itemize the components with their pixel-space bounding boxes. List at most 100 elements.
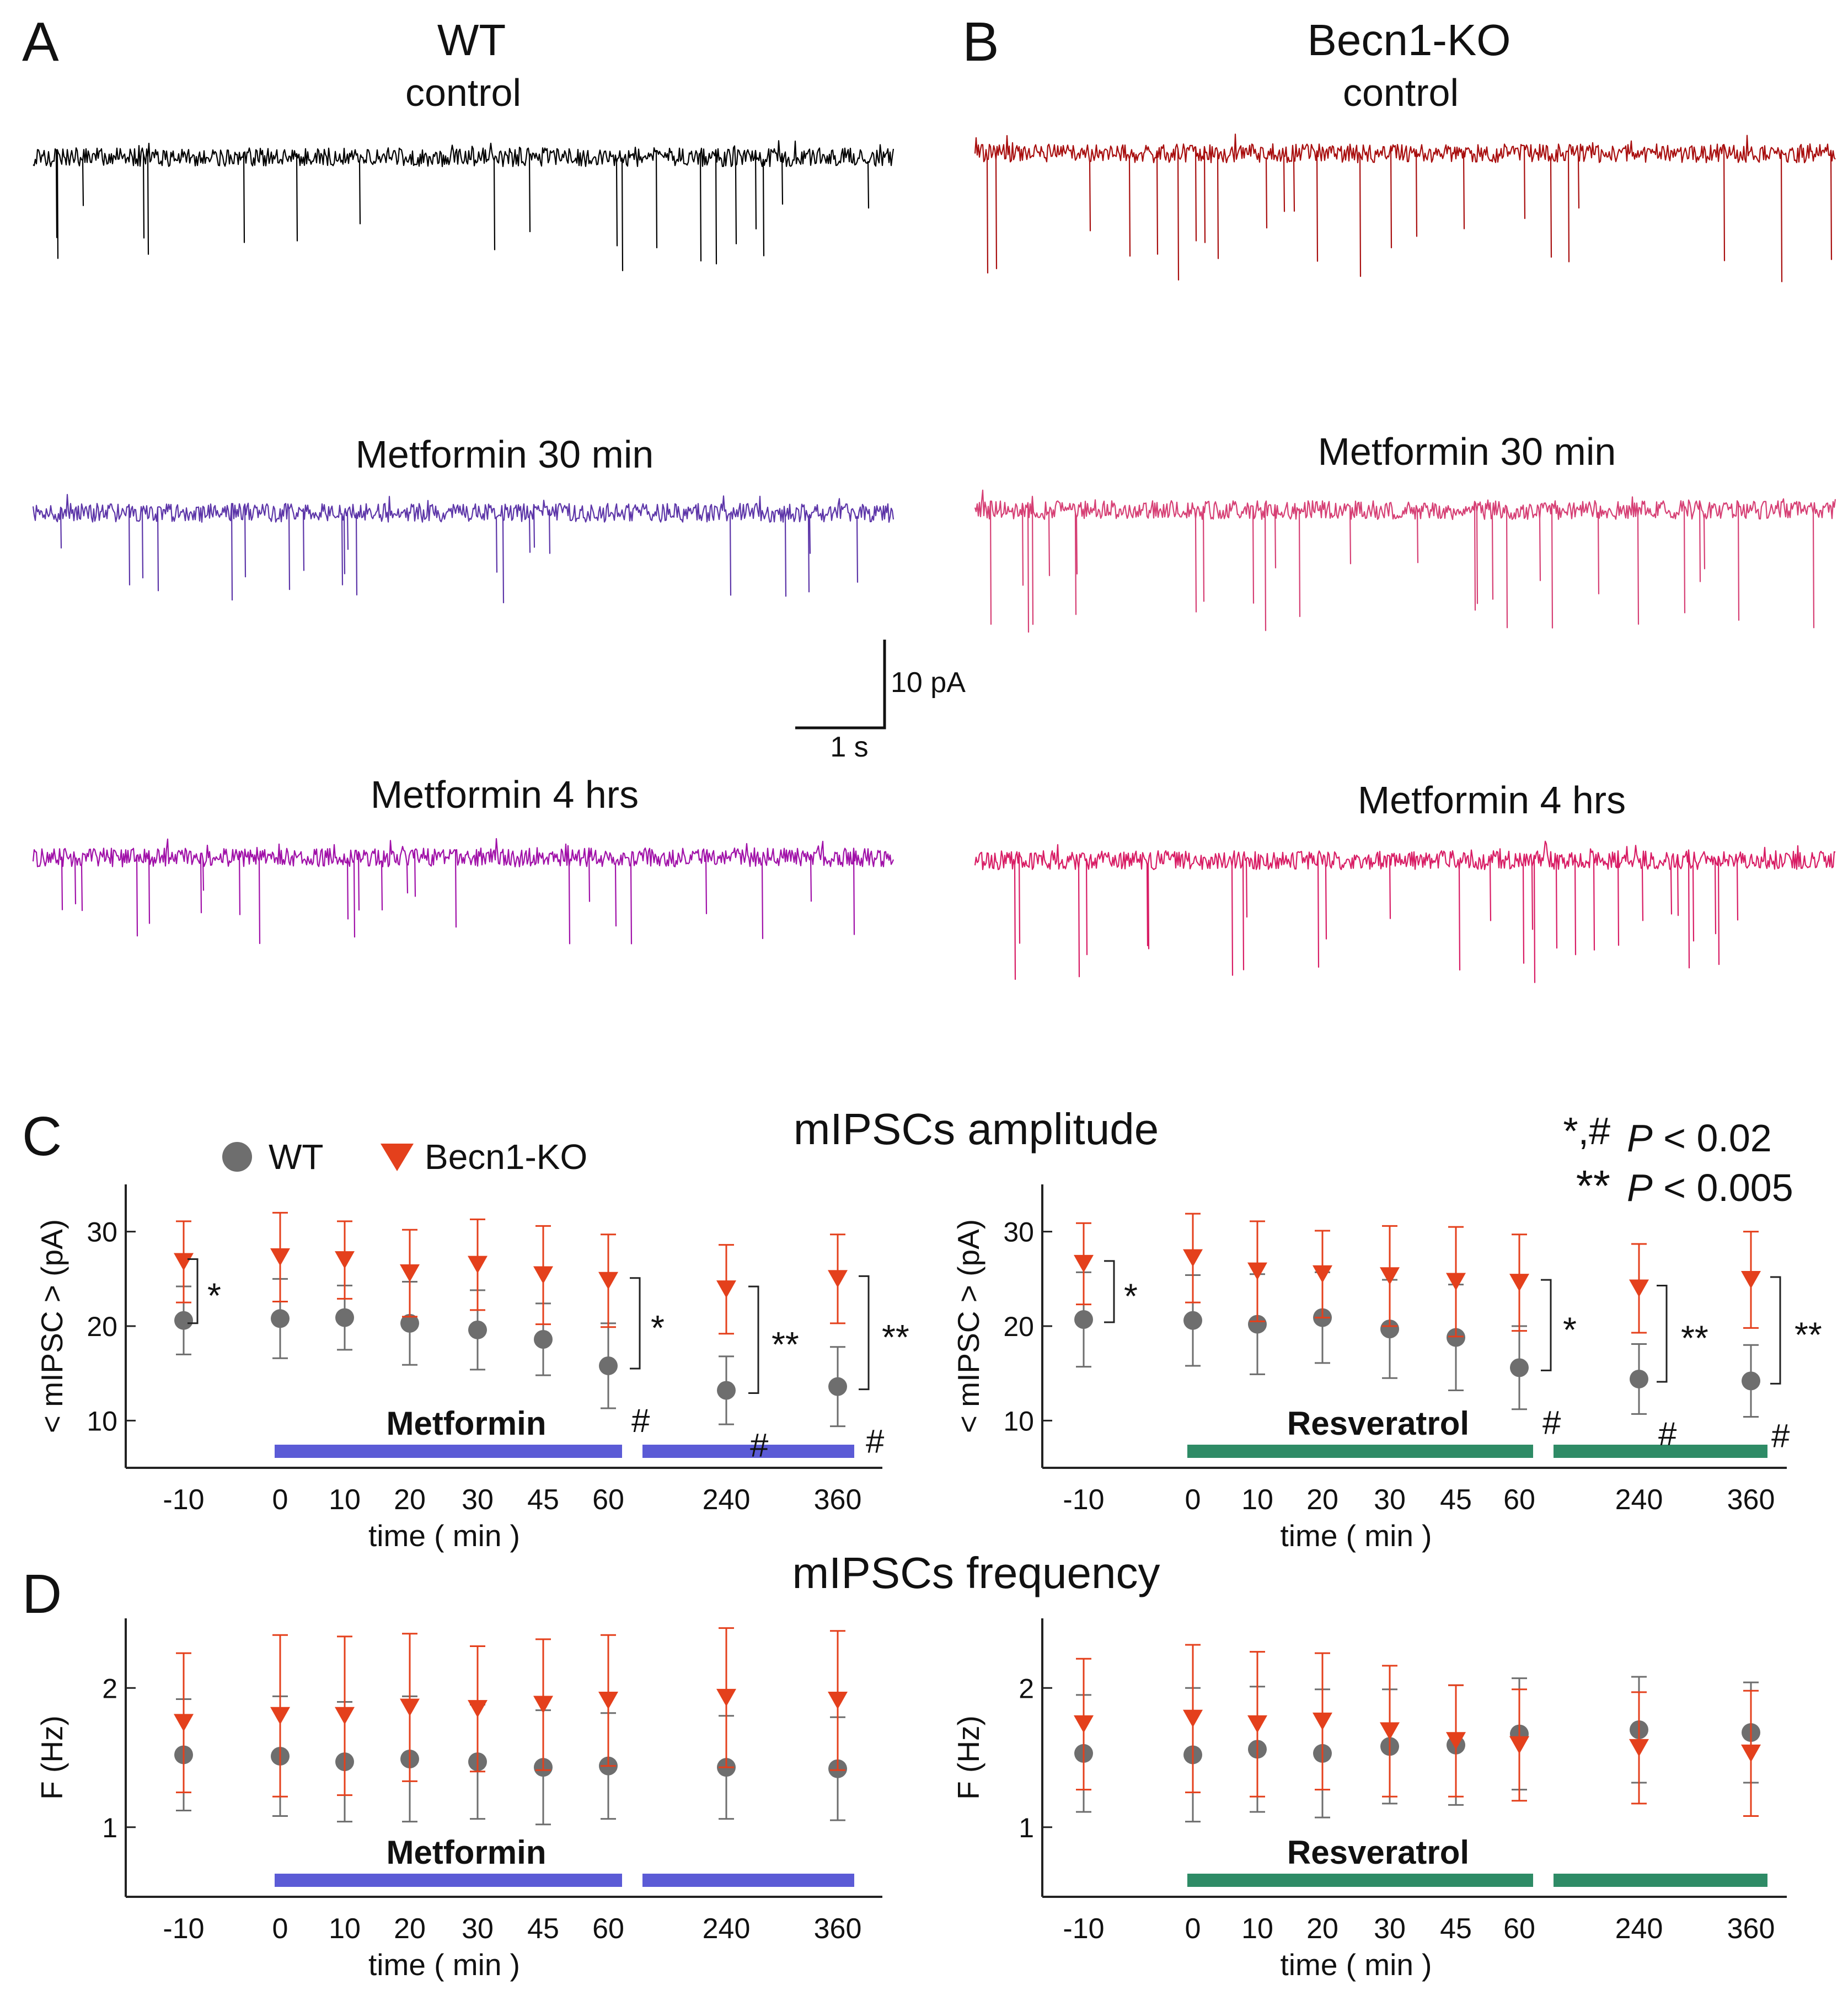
- x-tick-label: 240: [1615, 1913, 1663, 1945]
- ko-marker: [716, 1688, 736, 1707]
- trace-ko-control: [974, 133, 1836, 282]
- significance-hash: #: [1771, 1417, 1790, 1454]
- x-tick-label: 30: [1374, 1484, 1406, 1516]
- x-tick-label: 45: [527, 1913, 559, 1945]
- ko-marker: [598, 1691, 618, 1709]
- y-tick-label: 20: [1003, 1311, 1034, 1342]
- chart-amplitude-resveratrol: 10 20 30 -10 0 10 20 30 45 60 240 360 time ( min ) < …: [951, 1184, 1822, 1553]
- y-tick-label: 2: [102, 1673, 117, 1704]
- panel-d-title: mIPSCs frequency: [792, 1548, 1160, 1597]
- treatment-bar: [642, 1874, 854, 1887]
- panel-a-letter: A: [22, 11, 59, 73]
- x-tick-label: 20: [394, 1484, 426, 1516]
- ko-marker: [1313, 1265, 1332, 1283]
- treatment-bar: [1554, 1445, 1767, 1458]
- panel-b-trace-label-control: control: [1343, 71, 1459, 114]
- ko-marker: [1446, 1273, 1466, 1291]
- wt-marker: [1630, 1369, 1648, 1388]
- x-tick-label: 30: [462, 1484, 494, 1516]
- significance-bracket: [1657, 1284, 1668, 1383]
- ko-marker: [468, 1700, 488, 1718]
- wt-marker: [468, 1320, 487, 1339]
- scale-bar-lines: [795, 640, 886, 730]
- treatment-bar: [642, 1445, 854, 1458]
- y-tick-label: 10: [87, 1406, 117, 1436]
- y-tick-label: 1: [102, 1812, 117, 1843]
- x-tick-label: 20: [394, 1913, 426, 1945]
- treatment-label: Resveratrol: [1287, 1834, 1469, 1871]
- treatment-label: Resveratrol: [1287, 1405, 1469, 1442]
- y-tick-label: 1: [1019, 1812, 1034, 1843]
- trace-wt-control: [33, 140, 894, 271]
- x-tick-label: 240: [703, 1913, 751, 1945]
- significance-p-2: P < 0.005: [1627, 1166, 1793, 1209]
- x-tick-label: 60: [1503, 1484, 1535, 1516]
- x-tick-label: 30: [462, 1913, 494, 1945]
- p-value-1: < 0.02: [1653, 1117, 1772, 1160]
- significance-hash: #: [866, 1423, 885, 1460]
- significance-hash: #: [750, 1427, 769, 1464]
- x-tick-label: 240: [703, 1484, 751, 1516]
- x-tick-label: 240: [1615, 1484, 1663, 1516]
- significance-bracket: [1770, 1276, 1781, 1385]
- chart-frequency-resveratrol: 1 2 -10 0 10 20 30 45 60 240 360 time ( min ) F (Hz)…: [951, 1618, 1787, 1982]
- significance-star: **: [1681, 1318, 1708, 1358]
- treatment-bar: [1554, 1874, 1767, 1887]
- ko-marker: [1509, 1736, 1529, 1754]
- x-tick-label: -10: [1063, 1484, 1104, 1516]
- ko-marker: [1247, 1715, 1267, 1733]
- x-axis-label: time ( min ): [1281, 1948, 1432, 1982]
- wt-marker: [1248, 1315, 1267, 1334]
- wt-marker: [1447, 1328, 1465, 1347]
- x-tick-label: 10: [1241, 1913, 1273, 1945]
- panel-c-title: mIPSCs amplitude: [794, 1104, 1159, 1154]
- y-tick-label: 30: [87, 1217, 117, 1248]
- ko-marker: [270, 1248, 290, 1266]
- ko-marker: [828, 1691, 848, 1709]
- p-value-2: < 0.005: [1653, 1166, 1793, 1209]
- x-tick-label: 10: [329, 1484, 361, 1516]
- p-italic-1: P: [1627, 1117, 1653, 1160]
- x-tick-label: -10: [1063, 1913, 1104, 1945]
- significance-star: *: [1124, 1276, 1138, 1316]
- significance-star: *: [651, 1308, 665, 1348]
- ko-marker: [1183, 1709, 1203, 1728]
- x-tick-label: 360: [1727, 1484, 1775, 1516]
- x-axis-label: time ( min ): [1281, 1519, 1432, 1553]
- y-tick-label: 2: [1019, 1673, 1034, 1704]
- ko-marker: [1629, 1739, 1649, 1757]
- wt-marker: [1074, 1310, 1093, 1329]
- trace-ko-met30: [974, 489, 1836, 633]
- y-axis-label: < mIPSC > (pA): [35, 1219, 69, 1433]
- y-tick-label: 20: [87, 1311, 117, 1342]
- significance-hash: #: [631, 1402, 650, 1439]
- ko-marker: [1247, 1262, 1267, 1280]
- panel-b-trace-label-met30: Metformin 30 min: [1318, 430, 1616, 473]
- wt-marker: [335, 1308, 354, 1327]
- treatment-bar: [1187, 1445, 1533, 1458]
- x-tick-label: -10: [163, 1913, 204, 1945]
- x-tick-label: 360: [814, 1484, 862, 1516]
- x-tick-label: 360: [1727, 1913, 1775, 1945]
- x-tick-label: 60: [592, 1484, 624, 1516]
- ko-marker: [1446, 1732, 1466, 1750]
- significance-star: *: [207, 1276, 221, 1316]
- x-tick-label: 20: [1306, 1484, 1338, 1516]
- significance-star: **: [1795, 1315, 1822, 1355]
- legend-ko-marker: [381, 1144, 414, 1171]
- significance-sym-1: *,#: [1563, 1109, 1610, 1152]
- panel-a-trace-label-met4: Metformin 4 hrs: [371, 773, 639, 816]
- y-tick-label: 30: [1003, 1217, 1034, 1248]
- ko-marker: [335, 1251, 355, 1269]
- x-tick-label: 60: [592, 1913, 624, 1945]
- wt-marker: [1183, 1311, 1202, 1330]
- ko-marker: [1629, 1279, 1649, 1297]
- treatment-label: Metformin: [387, 1834, 547, 1871]
- ko-marker: [533, 1696, 553, 1714]
- wt-marker: [174, 1311, 193, 1330]
- significance-bracket: [748, 1285, 759, 1394]
- ko-marker: [716, 1280, 736, 1299]
- legend-wt-label: WT: [269, 1137, 324, 1177]
- ko-marker: [1183, 1249, 1203, 1267]
- significance-bracket: [630, 1277, 641, 1370]
